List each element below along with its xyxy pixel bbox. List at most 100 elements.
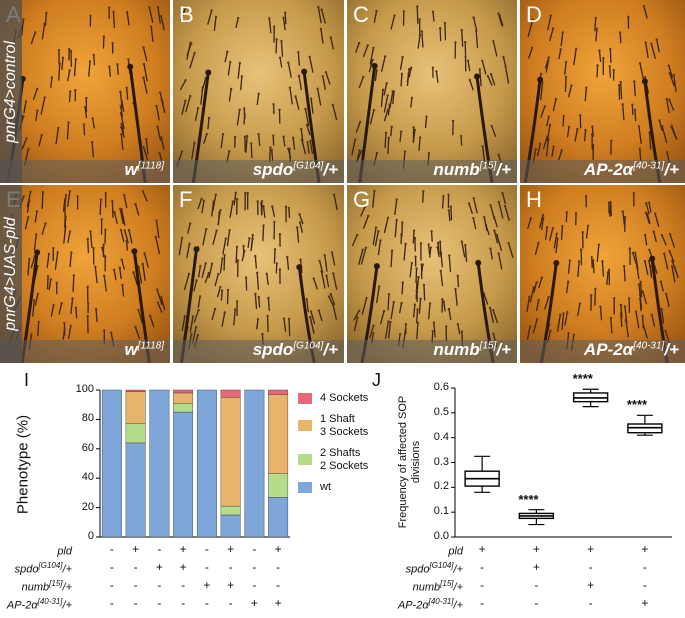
bristle — [245, 135, 248, 153]
socket — [419, 242, 423, 245]
bristle — [644, 234, 648, 246]
socket — [639, 280, 642, 283]
socket — [159, 295, 163, 299]
socket — [189, 41, 192, 44]
socket — [119, 111, 123, 115]
socket — [378, 285, 381, 288]
bristle — [383, 217, 389, 234]
bristle — [387, 293, 390, 311]
genotype-mark-text: + — [641, 542, 649, 556]
legend-label-text: 4 Sockets — [320, 392, 369, 404]
bristle — [189, 52, 196, 69]
socket — [308, 55, 311, 59]
bristle — [394, 219, 398, 238]
socket — [219, 208, 222, 212]
legend-swatch-four_sockets — [298, 393, 312, 404]
socket — [361, 248, 364, 251]
bristle — [143, 63, 148, 82]
bristle — [643, 5, 648, 19]
bristle — [142, 146, 149, 161]
bristle — [566, 281, 569, 294]
bristle — [670, 126, 677, 139]
bristle — [479, 68, 482, 87]
socket — [204, 227, 208, 231]
socket — [210, 9, 213, 12]
socket — [612, 296, 616, 300]
bristle — [383, 108, 389, 122]
socket — [234, 191, 238, 195]
socket — [40, 133, 43, 137]
genotype-row-name: numb — [21, 581, 50, 594]
bristle — [288, 318, 291, 337]
socket — [586, 224, 590, 227]
socket — [158, 151, 161, 155]
bristle — [418, 298, 422, 314]
genotype-mark-text: + — [478, 542, 486, 556]
bar-segment-one_shaft — [268, 394, 289, 474]
socket — [442, 195, 445, 198]
bristle — [235, 246, 238, 264]
socket — [278, 268, 282, 271]
socket — [451, 119, 455, 123]
bristle — [208, 263, 213, 279]
genotype-row-suffix: /+ — [453, 599, 463, 612]
bristle — [560, 225, 564, 241]
socket — [623, 215, 627, 219]
socket — [612, 68, 615, 72]
socket — [63, 205, 67, 208]
bristle — [221, 311, 226, 327]
socket — [306, 141, 309, 144]
socket — [373, 189, 376, 193]
socket — [545, 225, 549, 229]
macrochaete-socket — [301, 68, 308, 75]
bristle — [415, 308, 419, 324]
bristle — [560, 31, 564, 47]
genotype-mark-text: - — [228, 560, 233, 574]
bristle — [665, 293, 670, 307]
genotype-mark: - — [584, 560, 598, 574]
socket — [425, 115, 428, 118]
socket — [567, 125, 571, 128]
socket — [123, 229, 126, 232]
bristle — [467, 60, 471, 72]
socket — [244, 191, 247, 195]
bristle — [498, 252, 503, 270]
bristle — [539, 214, 544, 229]
socket — [467, 202, 471, 205]
socket — [504, 65, 507, 68]
socket — [49, 278, 53, 281]
genotype-mark-text: + — [203, 578, 211, 592]
socket — [267, 296, 270, 300]
socket — [456, 323, 460, 326]
bristle — [226, 229, 231, 247]
bristle — [549, 227, 554, 241]
socket — [547, 296, 550, 299]
bristle — [634, 252, 639, 270]
bristle — [120, 208, 126, 226]
socket — [439, 269, 442, 273]
socket — [226, 288, 230, 292]
socket — [483, 216, 486, 219]
bristle — [361, 297, 368, 315]
socket — [619, 303, 623, 306]
bristle — [574, 128, 579, 142]
macrochaete-socket — [371, 63, 378, 70]
socket — [286, 255, 289, 259]
socket — [282, 317, 286, 320]
panel-letter: B — [179, 2, 194, 27]
bristle — [143, 252, 149, 268]
genotype-row-suffix: /+ — [453, 581, 463, 594]
socket — [26, 216, 30, 219]
bristle — [399, 56, 404, 71]
socket — [74, 58, 77, 61]
socket — [454, 41, 457, 44]
macrochaete-socket — [296, 264, 303, 271]
socket — [454, 287, 457, 291]
socket — [422, 190, 425, 193]
socket — [643, 233, 647, 237]
socket — [420, 30, 424, 33]
socket — [210, 262, 214, 265]
socket — [641, 314, 644, 318]
